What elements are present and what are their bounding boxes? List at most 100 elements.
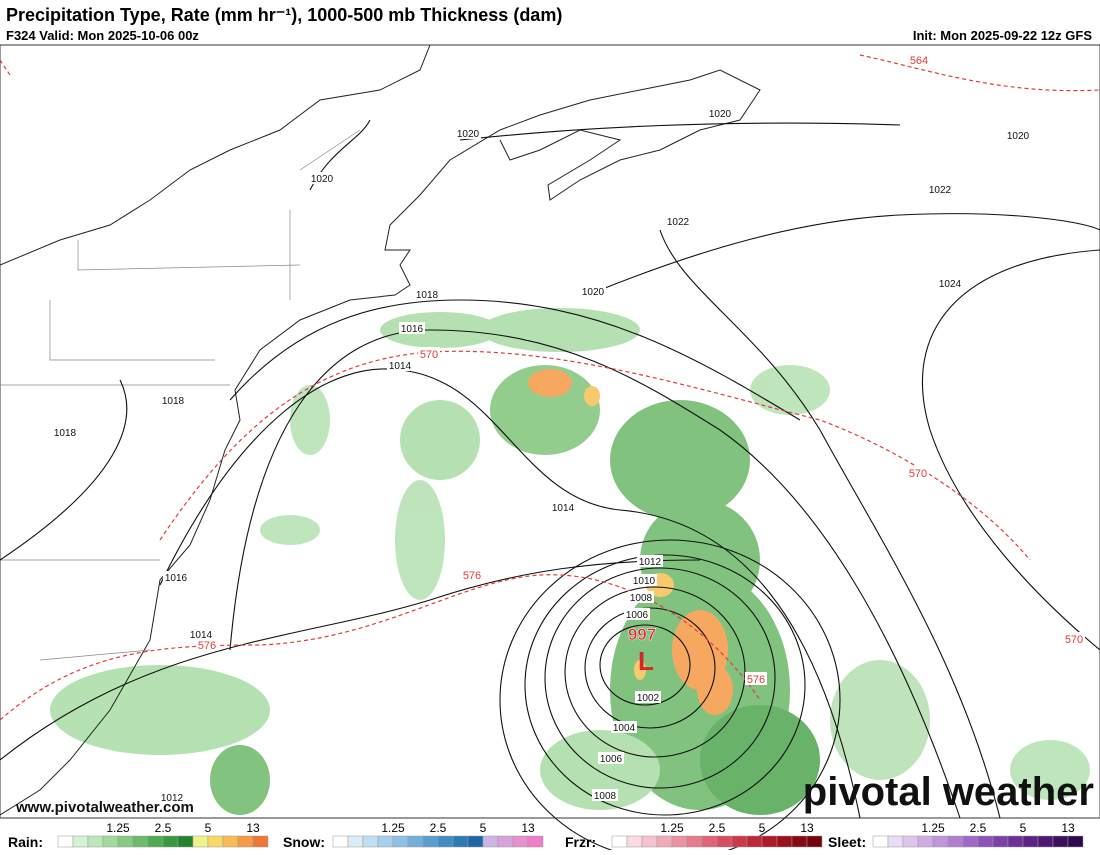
legend-swatch [806,835,823,848]
isobar-label-bg [160,394,186,406]
thickness-label-bg [908,53,930,66]
legend-swatch [917,835,934,848]
legend-swatch [192,835,209,848]
legend-swatch [147,835,164,848]
thickness-label: 570 [420,349,438,361]
valid-time: F324 Valid: Mon 2025-10-06 00z [6,28,199,43]
legend-swatch [1022,835,1039,848]
thickness-label: 570 [1065,634,1083,646]
coastlines [0,44,761,816]
legend-tick: 5 [205,821,212,835]
isobar-label-bg [665,215,691,227]
legend-label: Sleet: [828,834,866,850]
legend-tick: 1.25 [381,821,405,835]
isobar-label-bg [414,288,440,300]
legend-swatch [482,835,499,848]
legend-tick: 2.5 [709,821,726,835]
legend-swatch [947,835,964,848]
legend-swatch [207,835,224,848]
legend-swatch [72,835,89,848]
thickness-label: 576 [198,640,216,652]
isobar-label: 1016 [401,324,424,335]
isobar-label-bg [455,127,481,139]
isobar-label-bg [309,172,335,184]
isobar-label: 1016 [165,573,188,584]
legend: Rain: 1.25 2.5 5 13 Snow: 1.25 2.5 5 13 Frzr: 1.25 2… [8,821,1084,850]
legend-swatch [497,835,514,848]
isobar-label-bg [637,555,663,567]
legend-swatch [872,835,889,848]
isobar-label-bg [927,183,953,195]
legend-swatch [626,835,643,848]
isobar-label: 1006 [626,610,649,621]
isobar-label-bg [399,322,425,334]
legend-swatch [177,835,194,848]
legend-swatch [407,835,424,848]
legend-tick: 1.25 [106,821,130,835]
legend-label: Rain: [8,834,43,850]
isobar-label: 1006 [600,754,623,765]
isobar-label: 1020 [1007,131,1030,142]
isobar-label-bg [52,426,78,438]
legend-swatch [716,835,733,848]
thickness-label-bg [1063,632,1085,645]
isobar-label: 1004 [613,723,636,734]
legend-swatch [347,835,364,848]
thickness-label-bg [418,347,440,360]
legend-swatch [686,835,703,848]
legend-swatch [422,835,439,848]
isobar-label-bg [628,591,654,603]
map-area: 1020 1020 1020 1022 1022 1020 1020 1024 1018 1016… [0,44,1100,855]
isobar-label: 1012 [639,557,662,568]
legend-swatch [671,835,688,848]
contour-labels: 1020 1020 1020 1022 1022 1020 1020 1024 1018 1016… [52,53,1085,804]
legend-tick: 5 [1020,821,1027,835]
legend-tick: 2.5 [155,821,172,835]
legend-swatch [452,835,469,848]
isobar-label-bg [580,285,606,297]
legend-swatch [611,835,628,848]
legend-swatch [87,835,104,848]
isobar-label: 1024 [939,279,962,290]
legend-swatch [761,835,778,848]
isobar-label: 1022 [929,185,952,196]
isobars [0,119,1100,855]
init-time: Init: Mon 2025-09-22 12z GFS [913,28,1092,43]
legend-swatch [731,835,748,848]
thickness-label: 576 [463,570,481,582]
isobar-label: 1020 [582,287,605,298]
isobar-label-bg [188,628,214,640]
legend-swatch [512,835,529,848]
isobar-label-bg [387,359,413,371]
legend-label: Snow: [283,834,325,850]
legend-swatch [377,835,394,848]
isobar-label: 1012 [161,793,184,804]
legend-swatch [57,835,74,848]
isobar-label-bg [592,789,618,801]
legend-swatch [252,835,269,848]
isobar-label-bg [624,608,650,620]
low-pressure: 997 [628,625,656,644]
isobar-label-bg [707,107,733,119]
isobar-label: 1008 [630,593,653,604]
isobar-label-bg [635,691,661,703]
legend-swatch [332,835,349,848]
title: Precipitation Type, Rate (mm hr⁻¹), 1000… [6,5,562,25]
legend-swatch [437,835,454,848]
isobar-label: 1020 [709,109,732,120]
legend-swatch [701,835,718,848]
legend-label: Frzr: [565,834,596,850]
isobar-label-bg [598,752,624,764]
legend-swatch [656,835,673,848]
legend-swatch [392,835,409,848]
low-symbol: L [638,646,654,676]
isobar-label: 1002 [637,693,660,704]
legend-swatch [222,835,239,848]
isobar-label-bg [163,571,189,583]
legend-swatch [527,835,544,848]
legend-swatch [1007,835,1024,848]
legend-swatch [237,835,254,848]
website-url: www.pivotalweather.com [15,799,194,816]
legend-swatch [467,835,484,848]
isobar-label: 1008 [594,791,617,802]
